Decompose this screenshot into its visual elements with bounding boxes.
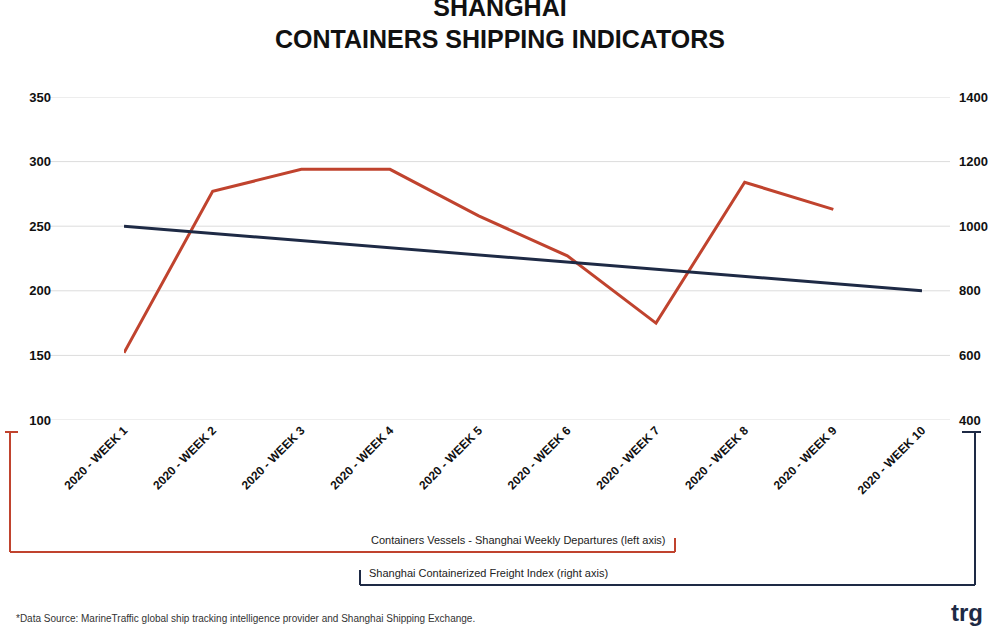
svg-text:2020 - WEEK 6: 2020 - WEEK 6 [505, 423, 574, 492]
svg-text:2020 - WEEK 1: 2020 - WEEK 1 [62, 423, 131, 492]
svg-text:600: 600 [959, 348, 981, 363]
svg-text:250: 250 [29, 219, 51, 234]
svg-text:1000: 1000 [959, 219, 988, 234]
svg-text:SHANGHAICONTAINERS SHIPPING IN: SHANGHAICONTAINERS SHIPPING INDICATORS [275, 0, 725, 53]
svg-text:150: 150 [29, 348, 51, 363]
svg-text:800: 800 [959, 283, 981, 298]
svg-text:100: 100 [29, 413, 51, 428]
svg-text:trg: trg [951, 599, 983, 626]
svg-text:300: 300 [29, 154, 51, 169]
svg-text:2020 - WEEK 8: 2020 - WEEK 8 [682, 423, 751, 492]
svg-text:1200: 1200 [959, 154, 988, 169]
svg-text:2020 - WEEK 5: 2020 - WEEK 5 [416, 423, 485, 492]
svg-text:2020 - WEEK 3: 2020 - WEEK 3 [239, 423, 308, 492]
svg-text:Containers Vessels - Shanghai: Containers Vessels - Shanghai Weekly Dep… [371, 534, 666, 546]
svg-text:2020 - WEEK 7: 2020 - WEEK 7 [594, 423, 663, 492]
svg-text:1400: 1400 [959, 90, 988, 105]
svg-text:200: 200 [29, 283, 51, 298]
svg-text:2020 - WEEK 10: 2020 - WEEK 10 [855, 423, 929, 497]
svg-text:Shanghai Containerized Freight: Shanghai Containerized Freight Index (ri… [369, 567, 608, 579]
svg-text:*Data Source: MarineTraffic gl: *Data Source: MarineTraffic global ship … [16, 613, 475, 624]
svg-text:2020 - WEEK 2: 2020 - WEEK 2 [150, 423, 219, 492]
svg-text:400: 400 [959, 413, 981, 428]
svg-text:350: 350 [29, 90, 51, 105]
svg-text:2020 - WEEK 4: 2020 - WEEK 4 [328, 423, 397, 492]
svg-text:2020 - WEEK 9: 2020 - WEEK 9 [771, 423, 840, 492]
